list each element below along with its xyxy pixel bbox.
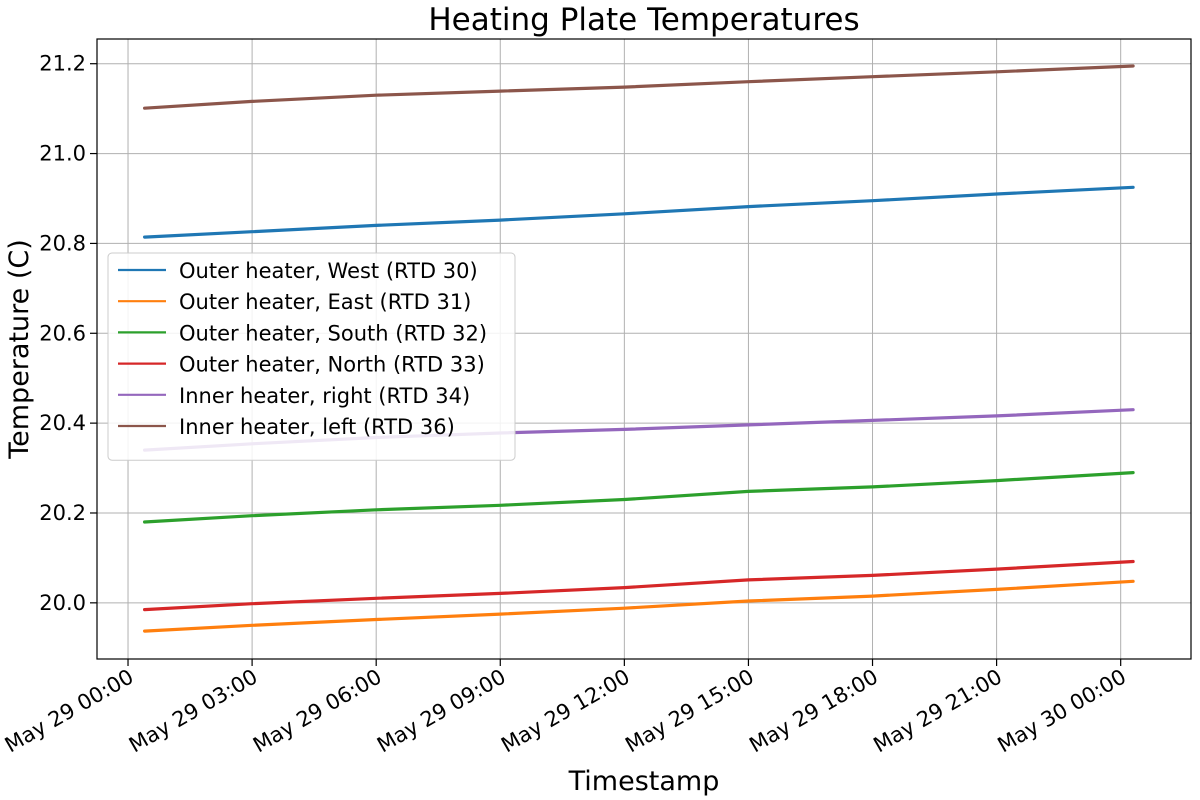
legend-label: Outer heater, South (RTD 32) bbox=[179, 321, 487, 345]
y-tick-label: 20.4 bbox=[39, 411, 86, 435]
legend-label: Outer heater, North (RTD 33) bbox=[179, 353, 485, 377]
plot-frame bbox=[96, 38, 1192, 660]
x-tick-label: May 29 18:00 bbox=[745, 665, 882, 758]
series-line-6 bbox=[143, 64, 1135, 110]
legend-label: Inner heater, left (RTD 36) bbox=[179, 415, 455, 439]
x-tick-label: May 29 12:00 bbox=[497, 665, 634, 758]
y-tick-label: 20.8 bbox=[39, 231, 86, 255]
series-line-3 bbox=[143, 471, 1135, 524]
legend-label: Outer heater, West (RTD 30) bbox=[179, 259, 478, 283]
y-tick-label: 21.2 bbox=[39, 52, 86, 76]
y-axis: 20.0 20.2 20.4 20.6 20.8 21.0 21.2 bbox=[39, 52, 97, 615]
x-tick-label: May 29 09:00 bbox=[373, 665, 510, 758]
y-tick-label: 20.0 bbox=[39, 591, 86, 615]
x-tick-label: May 30 00:00 bbox=[993, 665, 1130, 758]
y-tick-label: 21.0 bbox=[39, 142, 86, 166]
y-tick-label: 20.2 bbox=[39, 501, 86, 525]
legend-label: Outer heater, East (RTD 31) bbox=[179, 290, 471, 314]
x-tick-label: May 29 03:00 bbox=[125, 665, 262, 758]
legend-label: Inner heater, right (RTD 34) bbox=[179, 384, 470, 408]
series-line-1 bbox=[143, 185, 1135, 239]
x-tick-label: May 29 21:00 bbox=[869, 665, 1006, 758]
x-tick-label: May 29 00:00 bbox=[1, 665, 138, 758]
series-line-2 bbox=[143, 579, 1135, 633]
chart-title: Heating Plate Temperatures bbox=[428, 2, 859, 38]
y-tick-label: 20.6 bbox=[39, 321, 86, 345]
x-tick-label: May 29 15:00 bbox=[621, 665, 758, 758]
x-tick-label: May 29 06:00 bbox=[249, 665, 386, 758]
legend: Outer heater, West (RTD 30) Outer heater,… bbox=[107, 252, 516, 461]
legend-box bbox=[107, 252, 516, 461]
y-axis-label: Temperature (C) bbox=[4, 239, 35, 460]
x-axis-label: Timestamp bbox=[568, 766, 720, 797]
series-line-4 bbox=[143, 559, 1135, 612]
